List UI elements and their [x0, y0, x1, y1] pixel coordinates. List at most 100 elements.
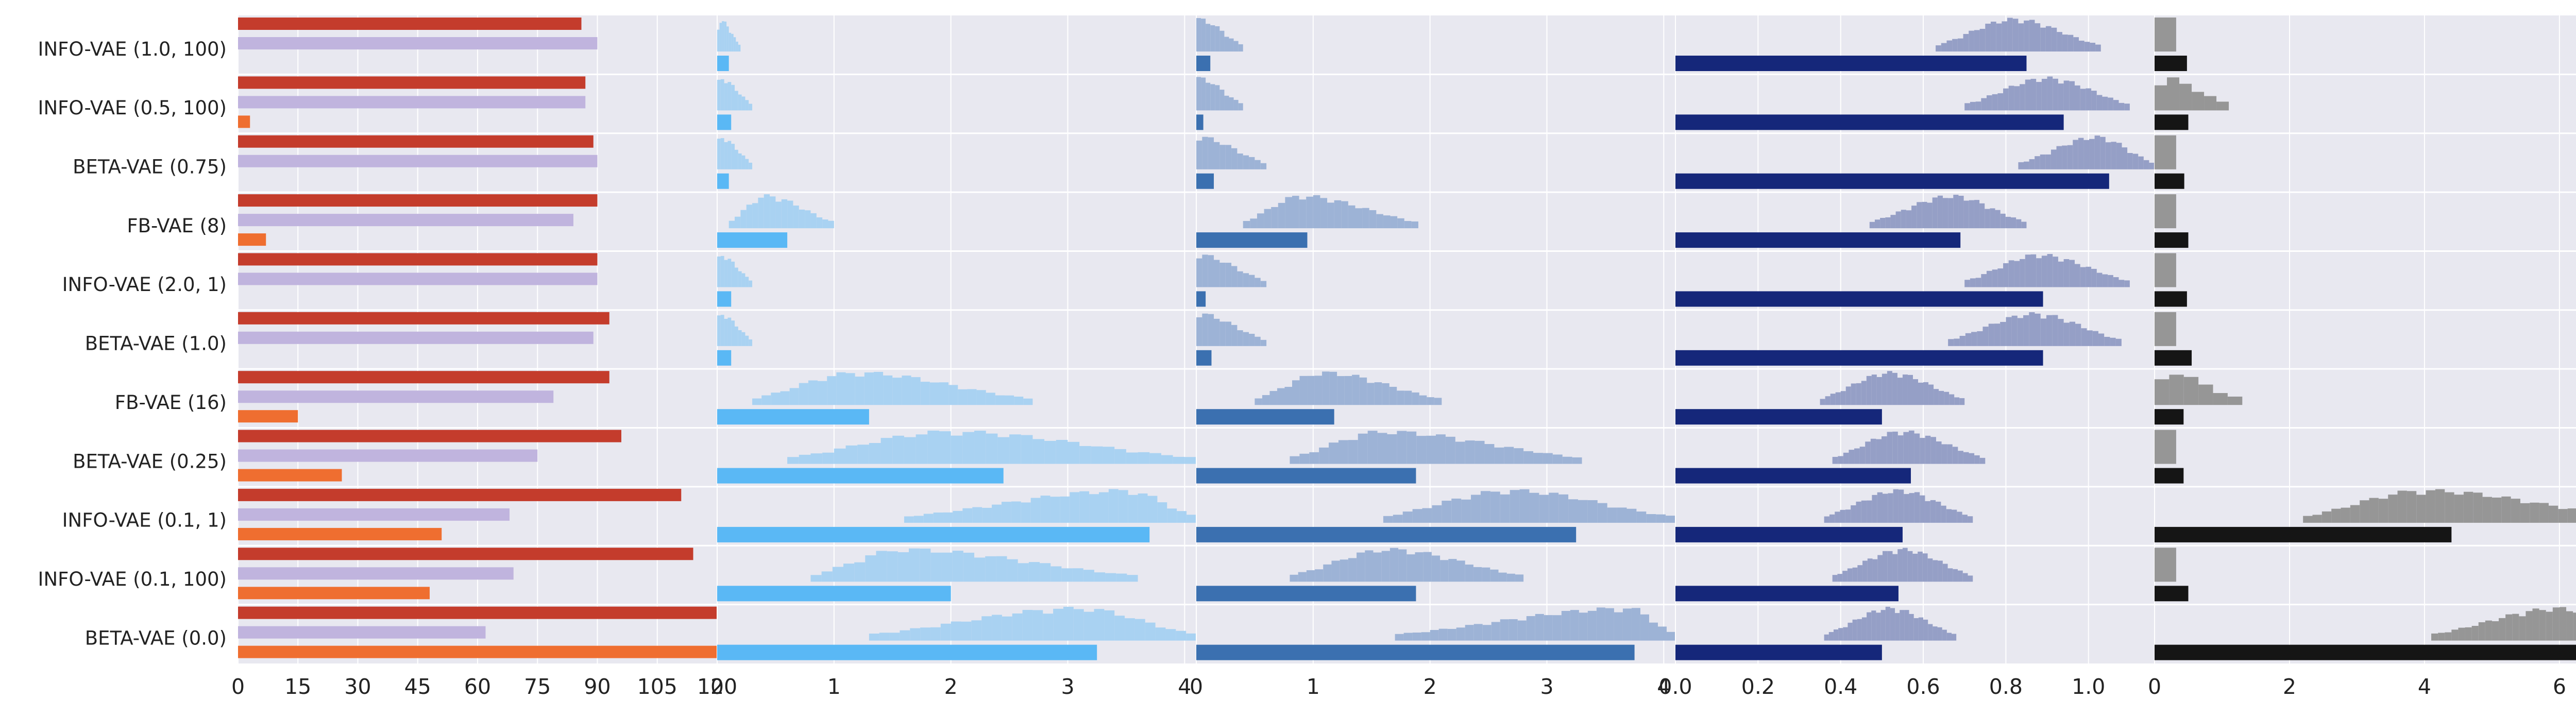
- hist-bin-info-vae-0-5-100: [1964, 103, 1970, 111]
- hist-bin-info-vae-2-0-1: [2008, 260, 2014, 287]
- hist-bin-info-vae-1-0-100: [1215, 26, 1220, 52]
- model-label-info-vae-0-5-100: INFO-VAE (0.5, 100): [38, 97, 227, 119]
- hist-bin-beta-vae-0-0: [1824, 634, 1829, 641]
- hist-bin-info-vae-0-1-100: [1482, 567, 1490, 582]
- hist-bin-fb-vae-8: [728, 220, 735, 229]
- hist-bin-fb-vae-8: [1885, 217, 1891, 229]
- x-tick-label-panel3: 2: [1423, 674, 1437, 699]
- hist-bin-beta-vae-1-0: [1208, 314, 1214, 346]
- hist-bin-fb-vae-16: [1427, 397, 1434, 405]
- hist-bin-beta-vae-0-75: [1255, 160, 1261, 169]
- hist-bin-beta-vae-0-25: [1067, 441, 1080, 464]
- bar-info-vae-0-1-100-s1: [238, 548, 693, 560]
- hist-bin-beta-vae-1-0: [1243, 332, 1249, 346]
- hist-bin-info-vae-2-0-1: [2108, 275, 2113, 287]
- hist-bin-info-vae-1-0-100: [1201, 19, 1206, 52]
- bar-beta-vae-1-0-s2: [238, 331, 594, 344]
- hist-bin-beta-vae-0-25: [1149, 453, 1161, 464]
- hist-bin-info-vae-1-0-100: [1936, 45, 1941, 52]
- hist-bin-info-vae-0-1-100: [810, 575, 822, 582]
- bar-beta-vae-1-0: [1675, 350, 2043, 366]
- panel-1: [238, 15, 721, 663]
- hist-bin-beta-vae-0-0: [992, 615, 1002, 641]
- hist-bin-beta-vae-0-0: [1482, 625, 1492, 641]
- hist-bin-info-vae-2-0-1: [1214, 260, 1220, 287]
- hist-bin-beta-vae-0-0: [2471, 626, 2479, 641]
- hist-bin-beta-vae-0-25: [1416, 436, 1427, 464]
- hist-bin-fb-vae-8: [1278, 202, 1285, 229]
- hist-bin-beta-vae-1-0: [1959, 336, 1965, 346]
- hist-bin-info-vae-0-1-1: [923, 514, 934, 523]
- hist-bin-info-vae-0-5-100: [1992, 94, 1998, 111]
- hist-bin-fb-vae-8: [1355, 208, 1363, 229]
- panel-4: [1675, 15, 2155, 663]
- hist-bin-beta-vae-1-0: [1954, 338, 1960, 346]
- hist-bin-beta-vae-0-0: [1552, 615, 1562, 641]
- hist-bin-info-vae-0-1-1: [1422, 508, 1432, 523]
- hist-bin-info-vae-0-5-100: [1206, 82, 1211, 111]
- model-label-fb-vae-16: FB-VAE (16): [115, 391, 227, 414]
- hist-bin-fb-vae-8: [1890, 215, 1896, 229]
- hist-bin-info-vae-0-1-1: [1383, 516, 1393, 523]
- model-label-beta-vae-0-0: BETA-VAE (0.0): [85, 627, 227, 649]
- hist-bin-info-vae-0-1-1: [2567, 508, 2576, 523]
- hist-bin-beta-vae-0-25: [1920, 438, 1925, 464]
- hist-bin-beta-vae-0-0: [2451, 629, 2459, 641]
- hist-bin-info-vae-2-0-1: [2036, 258, 2042, 287]
- hist-bin-fb-vae-16: [1367, 383, 1375, 405]
- hist-bin-beta-vae-0-75: [1237, 154, 1243, 169]
- hist-bin-info-vae-0-1-1: [2454, 495, 2464, 523]
- hist-bin-beta-vae-0-25: [1882, 436, 1887, 464]
- hist-bin-beta-vae-0-0: [1828, 632, 1834, 641]
- hist-bin-info-vae-2-0-1: [720, 255, 724, 287]
- hist-bin-beta-vae-0-75: [2056, 146, 2062, 169]
- hist-bin-info-vae-0-5-100: [2216, 101, 2229, 111]
- hist-bin-beta-vae-0-0: [2438, 633, 2445, 641]
- hist-bin-info-vae-2-0-1: [2124, 280, 2130, 287]
- hist-bin-info-vae-0-1-100: [1938, 560, 1943, 582]
- hist-bin-info-vae-0-1-100: [1872, 559, 1878, 582]
- hist-bin-info-vae-0-1-1: [953, 510, 963, 523]
- hist-bin-fb-vae-8: [1264, 209, 1272, 229]
- hist-bin-fb-vae-16: [1412, 392, 1419, 405]
- bar-info-vae-0-1-100: [717, 586, 951, 602]
- hist-bin-beta-vae-0-25: [1849, 450, 1855, 464]
- hist-bin-beta-vae-0-25: [1299, 453, 1310, 464]
- hist-bin-beta-vae-0-0: [1933, 626, 1938, 641]
- hist-bin-info-vae-1-0-100: [1210, 25, 1215, 52]
- hist-bin-info-vae-2-0-1: [1260, 281, 1267, 287]
- hist-bin-fb-vae-16: [1277, 388, 1285, 405]
- hist-bin-info-vae-2-0-1: [2086, 266, 2092, 287]
- hist-bin-fb-vae-16: [883, 375, 893, 405]
- hist-bin-info-vae-1-0-100: [2067, 35, 2074, 52]
- hist-bin-fb-vae-16: [1861, 381, 1867, 405]
- hist-bin-fb-vae-8: [1369, 210, 1377, 229]
- hist-bin-beta-vae-1-0: [1971, 332, 1977, 346]
- bar-fb-vae-8-s2: [238, 214, 573, 227]
- x-tick-label-panel2: 2: [944, 674, 958, 699]
- hist-bin-beta-vae-0-0: [2566, 611, 2573, 641]
- hist-bin-info-vae-0-1-1: [1941, 505, 1946, 523]
- hist-bin-beta-vae-0-25: [810, 453, 823, 464]
- hist-bin-beta-vae-0-75: [749, 162, 753, 169]
- hist-bin-info-vae-0-1-100: [1922, 553, 1928, 582]
- hist-bin-beta-vae-0-25: [1504, 447, 1514, 464]
- hist-bin-beta-vae-0-0: [1438, 628, 1448, 641]
- bar-beta-vae-0-25-s3: [238, 469, 342, 482]
- hist-bin-fb-vae-8: [1895, 211, 1901, 229]
- hist-bin-beta-vae-0-25: [1445, 436, 1455, 464]
- hist-bin-fb-vae-16: [1389, 386, 1397, 405]
- hist-bin-beta-vae-0-0: [1114, 616, 1125, 641]
- model-label-info-vae-0-1-100: INFO-VAE (0.1, 100): [38, 568, 227, 590]
- hist-bin-info-vae-0-1-100: [1448, 559, 1457, 582]
- hist-bin-fb-vae-16: [827, 376, 837, 405]
- hist-bin-info-vae-2-0-1: [735, 267, 738, 287]
- hist-bin-info-vae-1-0-100: [1224, 37, 1229, 52]
- hist-bin-fb-vae-16: [920, 382, 930, 405]
- bar-fb-vae-8: [717, 232, 788, 248]
- hist-bin-beta-vae-1-0: [749, 339, 753, 346]
- hist-bin-fb-vae-8: [1376, 214, 1383, 229]
- x-tick-label-panel4: 0.0: [1658, 674, 1692, 699]
- hist-bin-info-vae-0-1-1: [1177, 511, 1187, 523]
- hist-bin-fb-vae-16: [1845, 386, 1851, 405]
